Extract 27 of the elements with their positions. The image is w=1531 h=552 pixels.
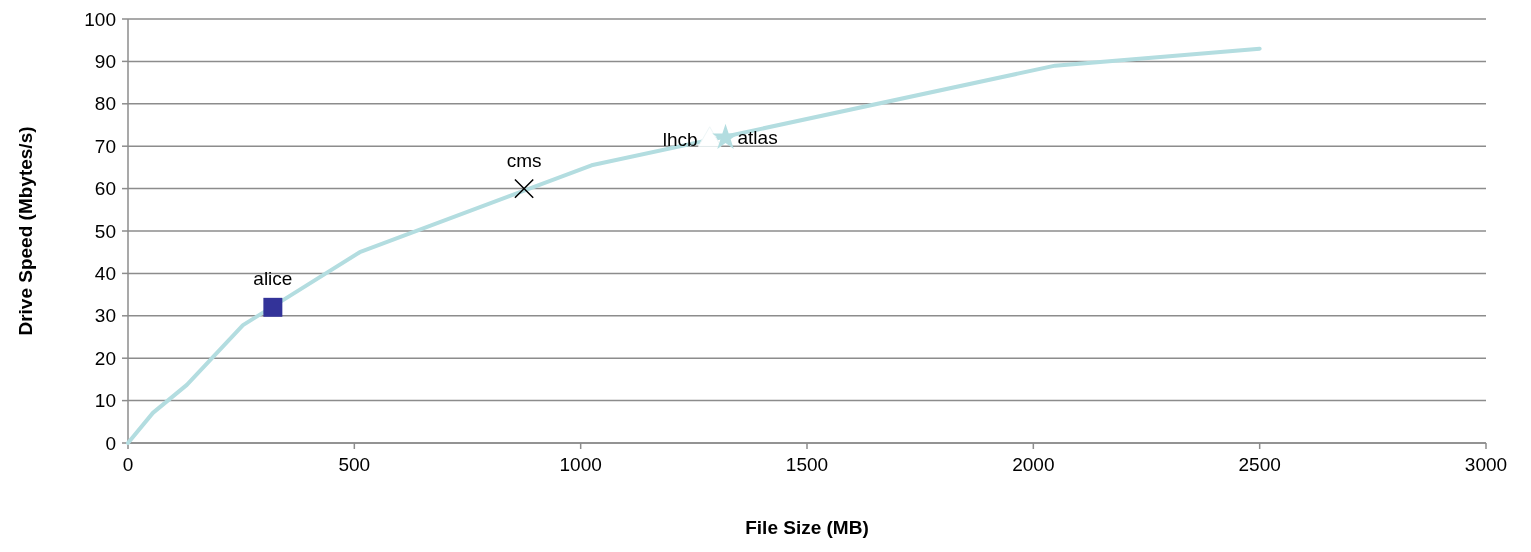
y-tick-label: 10 xyxy=(94,390,116,412)
y-tick-label: 0 xyxy=(105,432,116,454)
y-tick-label: 70 xyxy=(94,135,116,157)
series-label: atlas xyxy=(737,126,778,148)
x-tick-label: 0 xyxy=(122,454,134,475)
y-axis-title: Drive Speed (Mbytes/s) xyxy=(15,126,36,336)
series-label: alice xyxy=(253,268,293,290)
y-tick-label: 50 xyxy=(94,220,116,242)
series-label: lhcb xyxy=(662,128,698,150)
x-tick-label: 1500 xyxy=(785,454,829,475)
x-tick-label: 2000 xyxy=(1012,454,1055,475)
x-tick-label: 1000 xyxy=(559,454,602,475)
y-tick-label: 20 xyxy=(94,347,116,369)
x-tick-label: 500 xyxy=(338,454,371,475)
y-tick-label: 30 xyxy=(94,305,116,327)
y-tick-label: 100 xyxy=(84,8,116,30)
line-series xyxy=(126,46,1262,445)
y-tick-label: 80 xyxy=(94,93,116,115)
y-tick-label: 60 xyxy=(94,178,116,200)
x-tick-label: 3000 xyxy=(1464,454,1508,475)
x-axis-title: File Size (MB) xyxy=(745,517,869,538)
point xyxy=(514,178,534,199)
y-tick-label: 40 xyxy=(94,263,116,285)
series-label: cms xyxy=(506,149,542,171)
point xyxy=(263,297,283,317)
y-tick-label: 90 xyxy=(94,51,116,73)
x-tick-label: 2500 xyxy=(1238,454,1281,475)
